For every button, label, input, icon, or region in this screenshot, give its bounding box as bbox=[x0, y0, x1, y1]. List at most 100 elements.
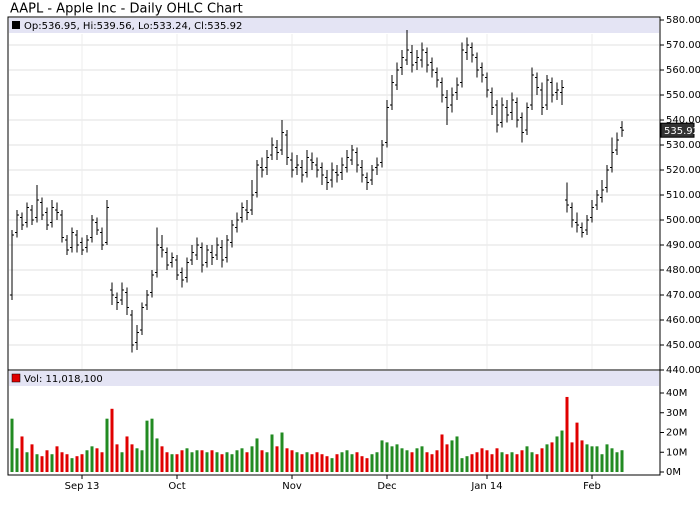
y-tick-label: 460.00 bbox=[666, 315, 700, 326]
volume-bar bbox=[370, 454, 374, 472]
volume-bar bbox=[230, 454, 234, 472]
volume-bar bbox=[545, 444, 549, 472]
volume-bar bbox=[265, 452, 269, 472]
y-tick-label: 540.00 bbox=[666, 115, 700, 126]
volume-bar bbox=[290, 450, 294, 472]
volume-bar bbox=[260, 450, 264, 472]
volume-bar bbox=[595, 446, 599, 472]
volume-bar bbox=[390, 446, 394, 472]
volume-bar bbox=[365, 458, 369, 472]
volume-bar bbox=[20, 436, 24, 472]
volume-bar bbox=[245, 452, 249, 472]
y-tick-label: 10M bbox=[666, 447, 687, 458]
volume-bar bbox=[600, 454, 604, 472]
volume-bar bbox=[380, 440, 384, 472]
volume-bar bbox=[555, 436, 559, 472]
volume-bar bbox=[215, 452, 219, 472]
volume-bar bbox=[610, 448, 614, 472]
y-tick-label: 500.00 bbox=[666, 215, 700, 226]
y-tick-label: 570.00 bbox=[666, 40, 700, 51]
volume-bar bbox=[225, 452, 229, 472]
volume-bar bbox=[620, 450, 624, 472]
ohlc-label: Op:536.95, Hi:539.56, Lo:533.24, Cl:535.… bbox=[24, 21, 242, 32]
volume-icon bbox=[11, 373, 21, 383]
volume-bar bbox=[25, 452, 29, 472]
x-tick-label: Oct bbox=[168, 481, 185, 492]
y-tick-label: 30M bbox=[666, 408, 687, 419]
volume-bar bbox=[450, 440, 454, 472]
volume-bar bbox=[50, 454, 54, 472]
volume-bar bbox=[130, 444, 134, 472]
volume-bar bbox=[15, 448, 19, 472]
volume-bar bbox=[400, 448, 404, 472]
x-tick-label: Sep 13 bbox=[65, 481, 100, 492]
volume-bar bbox=[95, 448, 99, 472]
x-tick-label: Dec bbox=[377, 481, 396, 492]
volume-bar bbox=[505, 454, 509, 472]
y-tick-label: 560.00 bbox=[666, 65, 700, 76]
volume-bar bbox=[310, 454, 314, 472]
volume-bar bbox=[585, 444, 589, 472]
price-header bbox=[9, 18, 659, 33]
volume-bar bbox=[190, 452, 194, 472]
y-tick-label: 450.00 bbox=[666, 340, 700, 351]
volume-bar bbox=[120, 452, 124, 472]
volume-bar bbox=[580, 440, 584, 472]
volume-bar bbox=[135, 448, 139, 472]
volume-bar bbox=[515, 454, 519, 472]
y-tick-label: 520.00 bbox=[666, 165, 700, 176]
volume-bar bbox=[445, 444, 449, 472]
volume-bar bbox=[295, 452, 299, 472]
y-tick-label: 480.00 bbox=[666, 265, 700, 276]
volume-bar bbox=[150, 418, 154, 472]
volume-bar bbox=[250, 446, 254, 472]
volume-bar bbox=[175, 454, 179, 472]
volume-bar bbox=[180, 450, 184, 472]
y-tick-label: 0M bbox=[666, 467, 681, 478]
volume-bar bbox=[340, 452, 344, 472]
y-tick-label: 40M bbox=[666, 388, 687, 399]
volume-bar bbox=[165, 452, 169, 472]
volume-bar bbox=[425, 452, 429, 472]
y-tick-label: 580.00 bbox=[666, 15, 700, 26]
volume-bar bbox=[385, 442, 389, 472]
volume-bar bbox=[40, 456, 44, 472]
volume-bar bbox=[140, 450, 144, 472]
volume-bar bbox=[110, 408, 114, 472]
y-tick-label: 530.00 bbox=[666, 140, 700, 151]
price-icon bbox=[12, 21, 20, 29]
y-tick-label: 470.00 bbox=[666, 290, 700, 301]
volume-bar bbox=[275, 446, 279, 472]
price-panel bbox=[7, 16, 661, 371]
y-tick-label: 490.00 bbox=[666, 240, 700, 251]
y-tick-label: 20M bbox=[666, 428, 687, 439]
volume-bar bbox=[525, 446, 529, 472]
volume-bar bbox=[430, 454, 434, 472]
volume-bar bbox=[395, 444, 399, 472]
volume-bar bbox=[420, 446, 424, 472]
volume-bar bbox=[80, 454, 84, 472]
volume-bar bbox=[305, 452, 309, 472]
volume-bar bbox=[350, 454, 354, 472]
volume-bar bbox=[270, 434, 274, 472]
volume-bar bbox=[255, 438, 259, 472]
volume-bar bbox=[160, 446, 164, 472]
volume-bar bbox=[415, 448, 419, 472]
volume-bar bbox=[530, 452, 534, 472]
volume-bar bbox=[455, 436, 459, 472]
volume-bar bbox=[45, 450, 49, 472]
volume-header bbox=[9, 371, 659, 386]
volume-bar bbox=[575, 422, 579, 472]
volume-bar bbox=[145, 420, 149, 472]
volume-bar bbox=[65, 454, 69, 472]
volume-bar bbox=[565, 396, 569, 472]
volume-bar bbox=[540, 448, 544, 472]
volume-bar bbox=[55, 446, 59, 472]
volume-bar bbox=[315, 452, 319, 472]
volume-label: Vol: 11,018,100 bbox=[24, 374, 103, 385]
volume-bar bbox=[435, 450, 439, 472]
volume-bar bbox=[490, 454, 494, 472]
volume-bar bbox=[285, 448, 289, 472]
volume-bar bbox=[60, 452, 64, 472]
